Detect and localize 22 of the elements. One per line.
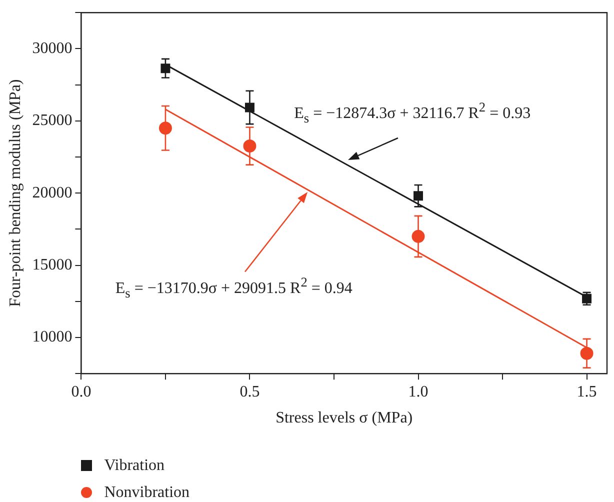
y-tick-label: 20000 [32,184,72,202]
y-tick-label: 25000 [32,112,72,130]
y-tick-label: 30000 [32,40,72,57]
y-tick-label: 15000 [32,256,72,274]
point [580,346,594,360]
annotation: E$_{s}$ = −12874.3σ + 32116.7 R$^{2}$ = 0.93 [294,99,531,126]
x-axis-title: Stress levels σ (MPa) [276,410,413,427]
x-tick-label: 1.5 [576,383,597,400]
point [244,102,254,112]
annotation: E$_{s}$ = −13170.9σ + 29091.5 R$^{2}$ = 0.94 [115,274,352,302]
y-axis-title: Four-point bending modulus (MPa) [6,79,24,307]
point [414,191,423,201]
y-tick-label: 10000 [32,328,72,346]
legend-label: Nonvibration [104,484,190,502]
point [160,64,170,74]
point [243,140,256,153]
point [158,122,172,135]
legend-label: Vibration [104,456,165,474]
x-tick-label: 0.5 [240,383,260,400]
point [412,230,425,243]
x-tick-label: 1.0 [408,383,428,400]
x-tick-label: 0.0 [71,383,92,400]
